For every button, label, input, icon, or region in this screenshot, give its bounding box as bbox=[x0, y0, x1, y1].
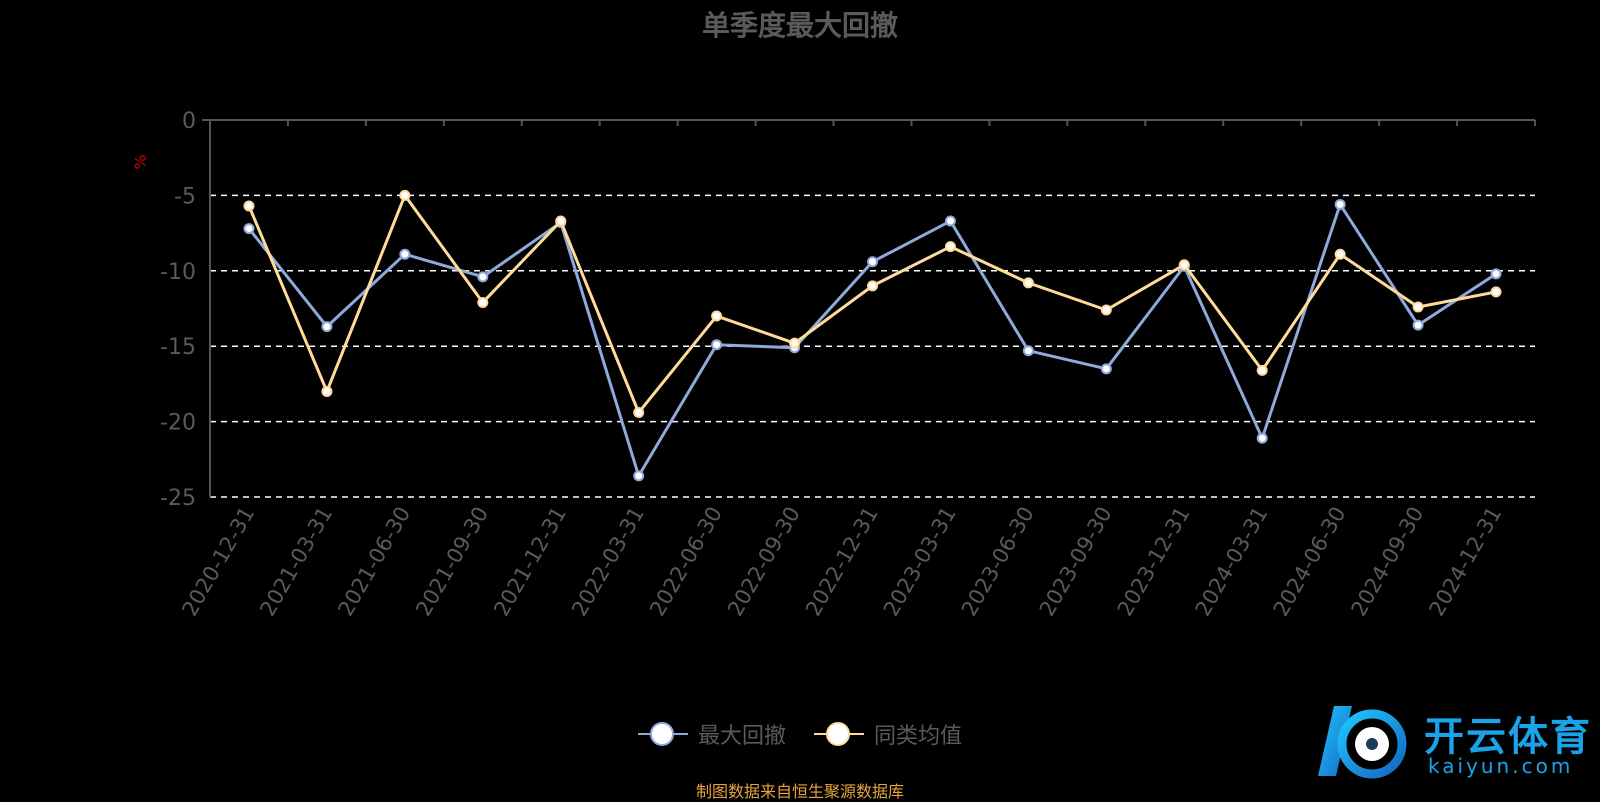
x-tick-label: 2023-06-30 bbox=[957, 503, 1039, 621]
x-tick-label: 2024-03-31 bbox=[1191, 503, 1273, 621]
data-point-1 bbox=[1412, 301, 1424, 313]
x-tick-label: 2023-12-31 bbox=[1113, 503, 1195, 621]
data-point-1 bbox=[243, 200, 255, 212]
data-point-0 bbox=[477, 271, 489, 283]
x-tick-label: 2021-12-31 bbox=[489, 503, 571, 621]
legend: 最大回撤 同类均值 bbox=[0, 718, 1600, 750]
data-point-1 bbox=[555, 215, 567, 227]
y-axis-label: % bbox=[131, 154, 150, 169]
data-point-1 bbox=[789, 337, 801, 349]
y-tick-label: -20 bbox=[160, 411, 196, 436]
chart-title: 单季度最大回撤 bbox=[701, 9, 898, 42]
kaiyun-logo-icon bbox=[1318, 706, 1407, 779]
data-point-1 bbox=[1022, 277, 1034, 289]
x-tick-label: 2022-12-31 bbox=[801, 503, 883, 621]
data-point-1 bbox=[399, 189, 411, 201]
x-tick-label: 2021-09-30 bbox=[411, 503, 493, 621]
kaiyun-logo-name: 开云体育 bbox=[1424, 714, 1592, 760]
data-point-0 bbox=[944, 215, 956, 227]
x-tick-label: 2024-12-31 bbox=[1425, 503, 1507, 621]
data-source-note: 制图数据来自恒生聚源数据库 bbox=[695, 782, 904, 801]
legend-item-max-drawdown[interactable]: 最大回撤 bbox=[637, 718, 786, 750]
data-point-0 bbox=[321, 321, 333, 333]
y-tick-label: -15 bbox=[160, 335, 196, 360]
series-line-1 bbox=[247, 193, 1497, 415]
data-point-1 bbox=[1334, 248, 1346, 260]
data-point-0 bbox=[243, 223, 255, 235]
x-tick-label: 2020-12-31 bbox=[177, 503, 259, 621]
y-tick-label: 0 bbox=[182, 109, 196, 134]
x-tick-label: 2023-03-31 bbox=[879, 503, 961, 621]
data-point-1 bbox=[477, 296, 489, 308]
y-tick-label: -10 bbox=[160, 260, 196, 285]
data-point-1 bbox=[1100, 304, 1112, 316]
y-tick-label: -5 bbox=[174, 184, 196, 209]
y-tick-label: -25 bbox=[160, 486, 196, 511]
data-point-0 bbox=[867, 256, 878, 268]
data-point-0 bbox=[1022, 345, 1034, 357]
data-point-0 bbox=[1256, 432, 1268, 444]
data-point-0 bbox=[1334, 198, 1346, 210]
data-point-1 bbox=[321, 385, 333, 397]
legend-item-peer-average[interactable]: 同类均值 bbox=[814, 718, 962, 750]
data-point-1 bbox=[711, 310, 723, 322]
x-tick-label: 2021-03-31 bbox=[255, 503, 337, 621]
data-point-1 bbox=[633, 407, 645, 419]
legend-swatch-max-drawdown bbox=[637, 721, 688, 747]
data-point-0 bbox=[1100, 363, 1112, 375]
data-point-1 bbox=[1256, 364, 1268, 376]
x-tick-label: 2024-06-30 bbox=[1269, 503, 1351, 621]
series-line-0 bbox=[247, 202, 1497, 478]
data-point-0 bbox=[1412, 319, 1424, 331]
x-tick-label: 2023-09-30 bbox=[1035, 503, 1117, 621]
kaiyun-logo-url: kaiyun.com bbox=[1428, 754, 1574, 778]
x-tick-label: 2022-09-30 bbox=[723, 503, 805, 621]
data-point-1 bbox=[867, 280, 878, 292]
x-tick-label: 2021-06-30 bbox=[333, 502, 415, 620]
data-point-0 bbox=[711, 339, 723, 351]
data-point-0 bbox=[399, 248, 411, 260]
legend-label-max-drawdown: 最大回撤 bbox=[697, 724, 786, 749]
kaiyun-logo: 开云体育 kaiyun.com bbox=[1312, 696, 1592, 792]
x-tick-label: 2022-03-31 bbox=[567, 503, 649, 621]
legend-swatch-peer-average bbox=[814, 721, 864, 747]
data-point-0 bbox=[1490, 268, 1502, 280]
data-point-1 bbox=[944, 241, 956, 253]
data-point-1 bbox=[1490, 286, 1502, 298]
data-point-1 bbox=[1178, 259, 1190, 271]
data-point-0 bbox=[633, 470, 645, 482]
legend-label-peer-average: 同类均值 bbox=[874, 724, 963, 749]
x-tick-label: 2024-09-30 bbox=[1347, 503, 1429, 621]
x-tick-label: 2022-06-30 bbox=[645, 503, 727, 621]
